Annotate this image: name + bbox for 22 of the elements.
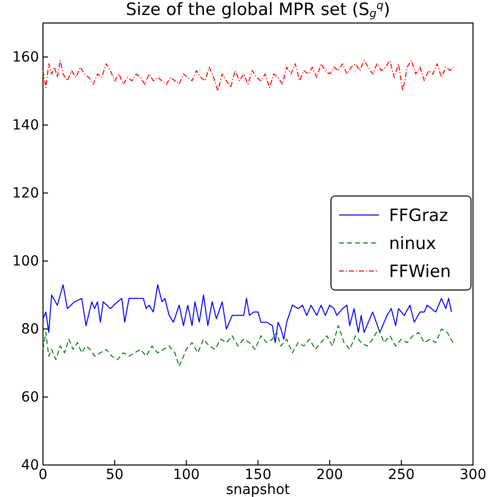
y-tick-label: 60: [21, 389, 39, 406]
x-tick-label: 100: [172, 466, 200, 483]
chart-title: Size of the global MPR set (S$_{g}$$^{q}$): [126, 0, 390, 20]
legend-label: FFGraz: [389, 206, 448, 226]
x-axis-title: snapshot: [226, 482, 290, 497]
y-tick-label: 120: [12, 185, 39, 202]
y-tick-label: 100: [12, 253, 39, 270]
y-tick-label: 40: [21, 457, 39, 474]
line-series: [42, 60, 454, 92]
legend-label: FFWien: [389, 262, 451, 282]
x-tick-label: 300: [460, 466, 486, 483]
x-tick-label: 250: [388, 466, 415, 483]
line-series: [42, 284, 452, 344]
x-tick-label: 200: [316, 466, 344, 483]
legend-label: ninux: [389, 234, 436, 254]
y-tick-label: 160: [12, 49, 39, 66]
line-series: [42, 325, 454, 367]
y-tick-label: 140: [12, 117, 39, 134]
y-tick-label: 80: [21, 321, 39, 338]
x-tick-label: 50: [106, 466, 124, 483]
x-tick-label: 150: [244, 466, 272, 483]
x-tick-label: 0: [38, 466, 48, 483]
